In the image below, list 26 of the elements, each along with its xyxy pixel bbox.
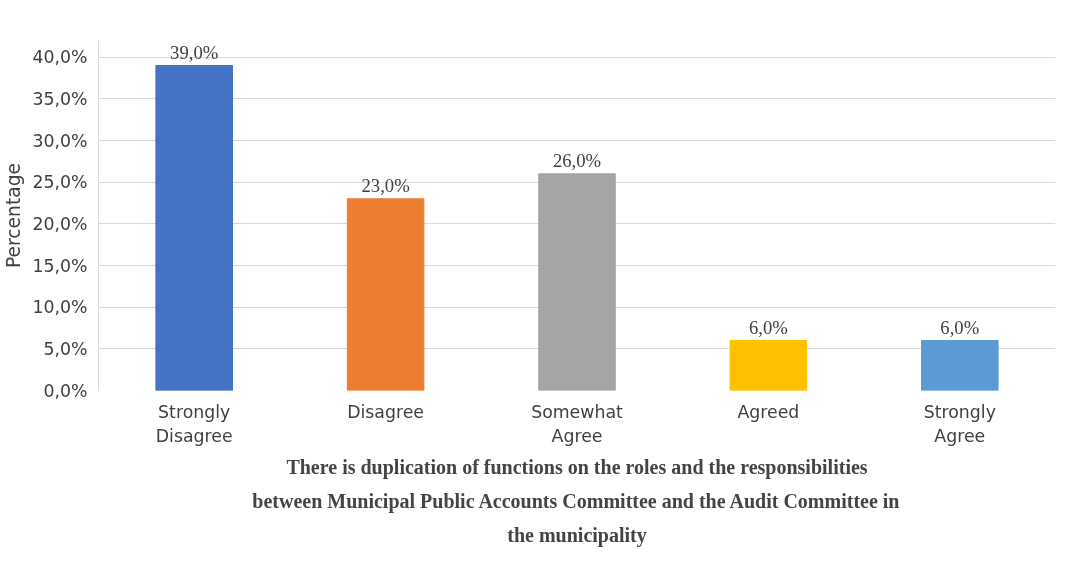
y-axis-title: Percentage: [3, 163, 25, 268]
y-tick-label: 35,0%: [32, 88, 88, 109]
data-label: 23,0%: [361, 174, 410, 196]
x-tick-label: Somewhat Agree: [531, 401, 624, 446]
bar: [346, 198, 425, 391]
y-tick-label: 10,0%: [32, 297, 88, 318]
bar: [921, 340, 999, 391]
y-tick-label: 30,0%: [32, 130, 88, 151]
bar: [538, 173, 616, 391]
data-label: 39,0%: [170, 41, 219, 63]
x-tick-label: Strongly Disagree: [155, 401, 233, 446]
y-tick-label: 0,0%: [43, 380, 88, 401]
bar: [155, 65, 233, 391]
data-label: 26,0%: [552, 149, 602, 171]
y-tick-label: 25,0%: [32, 172, 88, 193]
data-label: 6,0%: [940, 316, 980, 338]
y-tick-label: 5,0%: [43, 338, 88, 359]
y-tick-label: 20,0%: [32, 213, 88, 234]
x-tick-label: Strongly Agree: [923, 401, 996, 446]
y-tick-label: 15,0%: [32, 255, 88, 276]
data-label: 6,0%: [748, 316, 788, 338]
bar: [729, 340, 808, 391]
x-axis-title: There is duplication of functions on the roles and the responsibilities between Municipal Public Accounts Committee and the Audit Committee in the municipality: [252, 455, 900, 547]
x-tick-label: Disagree: [347, 401, 425, 422]
y-tick-label: 40,0%: [32, 47, 88, 68]
x-tick-label: Agreed: [737, 401, 800, 422]
